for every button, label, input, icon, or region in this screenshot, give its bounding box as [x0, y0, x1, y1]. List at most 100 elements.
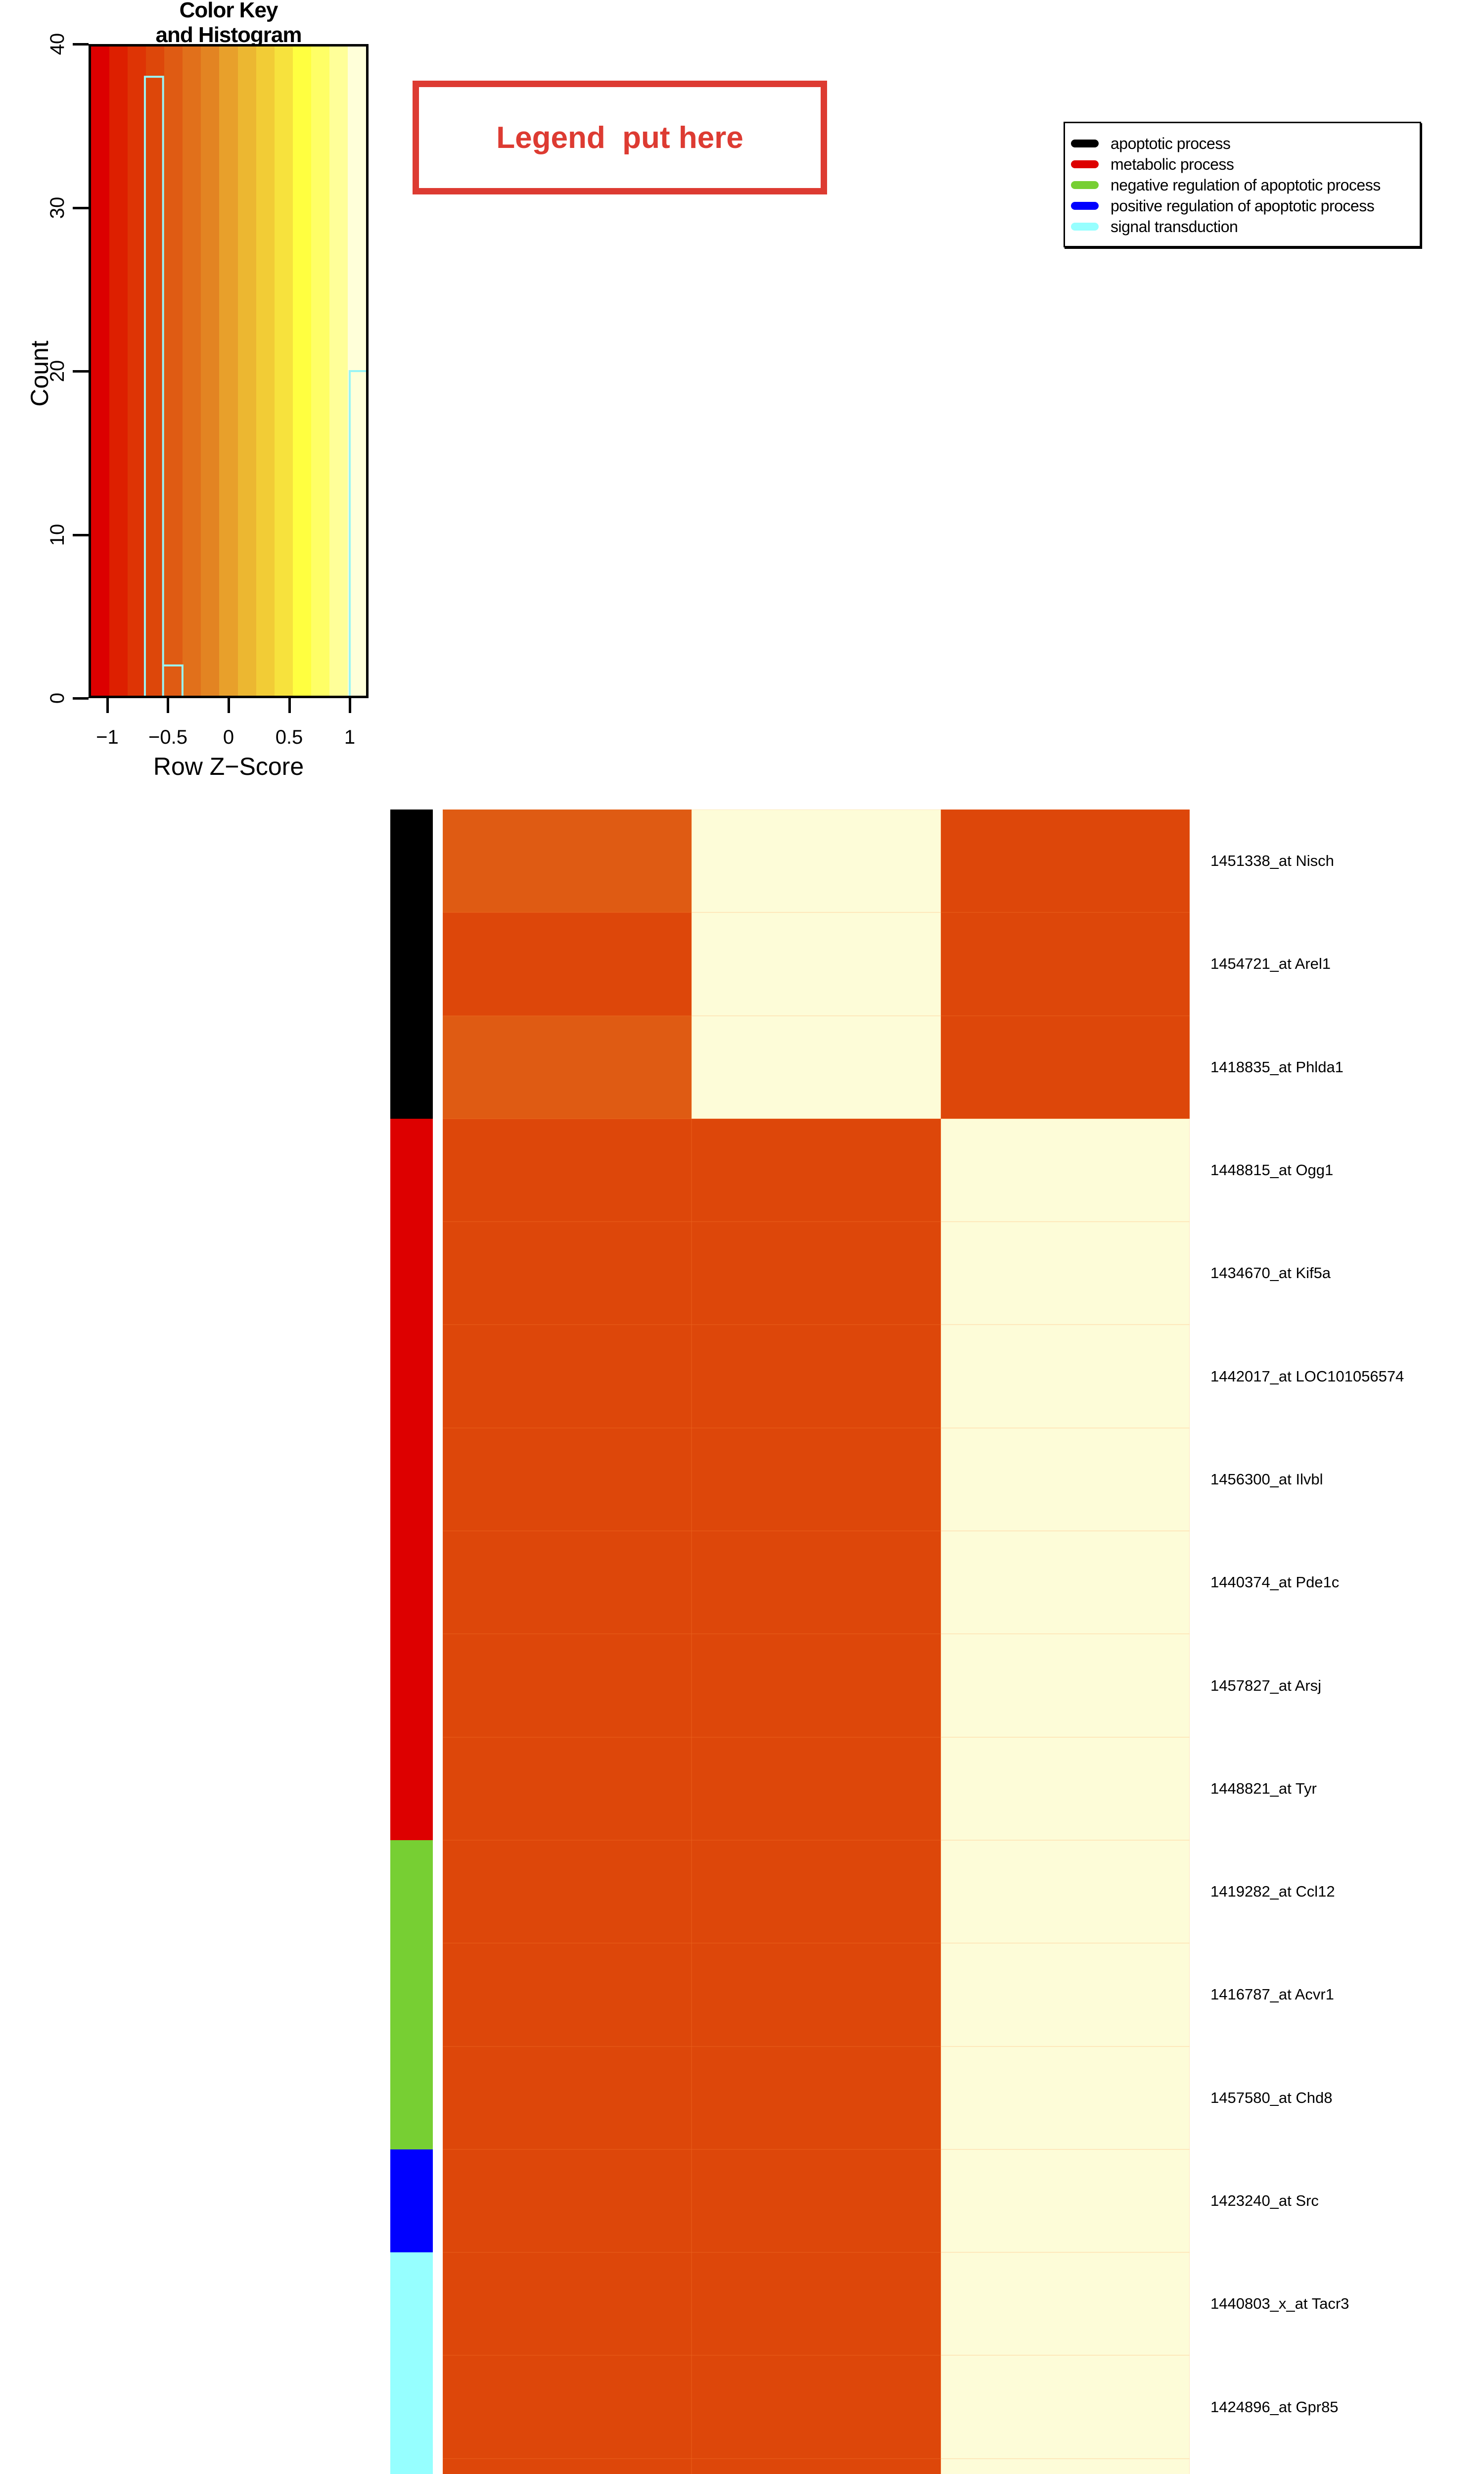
- row-label: 1456300_at Ilvbl: [1210, 1470, 1323, 1488]
- category-legend: apoptotic process metabolic process negati…: [1064, 122, 1421, 247]
- histogram-outline: [143, 76, 366, 696]
- legend-placeholder-text: Legend put here: [496, 120, 743, 155]
- heatmap-cell: [940, 1118, 1190, 1222]
- heatmap-cell: [443, 2458, 692, 2474]
- heatmap-row: [443, 2046, 1190, 2149]
- heatmap-cell: [940, 1325, 1190, 1428]
- row-label: 1434670_at Kif5a: [1210, 1264, 1331, 1282]
- legend-label: positive regulation of apoptotic process: [1111, 196, 1375, 215]
- legend-swatch-icon: [1071, 140, 1099, 147]
- color-key-bin: [274, 47, 293, 696]
- heatmap-cell: [940, 2149, 1190, 2253]
- color-key-bin: [201, 47, 220, 696]
- x-tick-mark: [349, 698, 352, 713]
- row-label: 1416787_at Acvr1: [1210, 1986, 1334, 2003]
- heatmap-cell: [692, 809, 941, 913]
- heatmap-cell: [443, 1531, 692, 1634]
- color-key-y-label: Count: [26, 340, 53, 407]
- row-group-color-cell: [390, 1634, 433, 1737]
- heatmap-cell: [692, 1943, 941, 2046]
- legend-swatch-icon: [1071, 181, 1099, 189]
- row-label: 1423240_at Src: [1210, 2192, 1319, 2209]
- x-tick-label: 0: [223, 726, 234, 748]
- row-group-color-cell: [390, 1015, 433, 1119]
- heatmap-row: [443, 2252, 1190, 2356]
- legend-item: positive regulation of apoptotic process: [1065, 195, 1420, 216]
- row-label: 1440374_at Pde1c: [1210, 1573, 1340, 1591]
- heatmap-cell: [692, 912, 941, 1016]
- heatmap-row: [443, 2149, 1190, 2253]
- heatmap-row: [443, 2458, 1190, 2474]
- row-group-color-cell: [390, 2046, 433, 2149]
- heatmap-row: [443, 1118, 1190, 1222]
- heatmap-cell: [443, 1943, 692, 2046]
- y-tick-label: 30: [46, 196, 68, 219]
- heatmap-cell: [692, 1840, 941, 1944]
- heatmap-cell: [692, 2458, 941, 2474]
- heatmap-cell: [443, 809, 692, 913]
- heatmap-cell: [443, 1118, 692, 1222]
- row-group-color-cell: [390, 1325, 433, 1428]
- y-tick-mark: [73, 206, 89, 209]
- heatmap-cell: [443, 1737, 692, 1840]
- y-tick-mark: [73, 533, 89, 536]
- heatmap-cell: [940, 1737, 1190, 1840]
- color-key-bin: [329, 47, 348, 696]
- x-tick-mark: [106, 698, 109, 713]
- x-tick-mark: [167, 698, 170, 713]
- heatmap-cell: [692, 1015, 941, 1119]
- legend-label: apoptotic process: [1111, 134, 1231, 152]
- row-label: 1448821_at Tyr: [1210, 1779, 1317, 1797]
- heatmap-cell: [443, 912, 692, 1016]
- heatmap-cell: [940, 1634, 1190, 1737]
- heatmap-row: [443, 1531, 1190, 1634]
- histogram-line: [143, 76, 366, 696]
- legend-swatch-icon: [1071, 160, 1099, 168]
- heatmap-cell: [692, 2252, 941, 2356]
- x-tick-mark: [288, 698, 291, 713]
- heatmap-grid: [443, 809, 1190, 2474]
- legend-label: metabolic process: [1111, 155, 1234, 173]
- heatmap-cell: [443, 1222, 692, 1325]
- color-key-bin: [256, 47, 275, 696]
- row-group-color-cell: [390, 2149, 433, 2253]
- x-tick-label: 0.5: [275, 726, 303, 748]
- row-group-color-cell: [390, 1427, 433, 1531]
- heatmap-cell: [940, 2458, 1190, 2474]
- heatmap-cell: [443, 2252, 692, 2356]
- legend-item: signal transduction: [1065, 216, 1420, 237]
- color-key-bin: [146, 47, 165, 696]
- row-group-color-cell: [390, 912, 433, 1016]
- heatmap-cell: [443, 2355, 692, 2459]
- legend-item: negative regulation of apoptotic process: [1065, 175, 1420, 195]
- y-tick-mark: [73, 697, 89, 700]
- row-label: 1448815_at Ogg1: [1210, 1161, 1334, 1179]
- y-tick-label: 10: [46, 523, 68, 546]
- heatmap-cell: [940, 1015, 1190, 1119]
- row-label: 1451338_at Nisch: [1210, 852, 1334, 870]
- heatmap-cell: [940, 1943, 1190, 2046]
- color-key-bin: [237, 47, 256, 696]
- heatmap-cell: [443, 2149, 692, 2253]
- row-label: 1454721_at Arel1: [1210, 955, 1331, 973]
- heatmap-cell: [443, 2046, 692, 2149]
- heatmap-cell: [940, 1531, 1190, 1634]
- heatmap-cell: [692, 1427, 941, 1531]
- heatmap-cell: [443, 1840, 692, 1944]
- heatmap-row: [443, 1325, 1190, 1428]
- legend-item: metabolic process: [1065, 154, 1420, 175]
- color-key-bin: [219, 47, 238, 696]
- row-group-color-cell: [390, 2355, 433, 2459]
- heatmap-cell: [940, 1840, 1190, 1944]
- heatmap-row: [443, 912, 1190, 1016]
- heatmap-cell: [940, 2355, 1190, 2459]
- legend-swatch-icon: [1071, 223, 1099, 231]
- row-group-color-cell: [390, 2252, 433, 2356]
- heatmap-row: [443, 1222, 1190, 1325]
- row-label: 1440681_at Chrna7: [1210, 2459, 1404, 2474]
- row-label: 1440803_x_at Tacr3: [1210, 2295, 1349, 2313]
- heatmap-cell: [940, 2252, 1190, 2356]
- color-key-bin: [311, 47, 329, 696]
- row-label: 1457827_at Arsj: [1210, 1676, 1322, 1694]
- heatmap-cell: [443, 1427, 692, 1531]
